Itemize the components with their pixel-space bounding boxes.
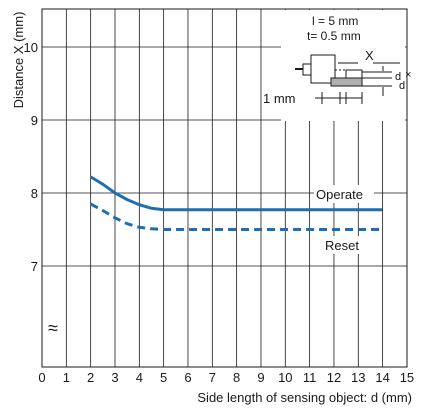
x-tick-label: 13: [351, 370, 365, 385]
y-tick-label: 10: [24, 40, 38, 55]
x-tick-label: 6: [184, 370, 191, 385]
x-tick-label: 2: [87, 370, 94, 385]
x-tick-label: 11: [303, 370, 317, 385]
inset-background: [281, 10, 405, 121]
series-layer: [89, 175, 383, 231]
inset-d-label-lower: d: [399, 80, 405, 92]
inset-gap-label: 1 mm: [263, 91, 296, 106]
inset-diagram: l = 5 mm t= 0.5 mm X d × d 1 mm: [263, 10, 411, 121]
x-tick-label: 8: [233, 370, 240, 385]
y-axis-break-symbol: ≈: [48, 318, 58, 338]
x-tick-label: 14: [375, 370, 389, 385]
reset-label-bg: [322, 236, 368, 254]
x-tick-label: 12: [327, 370, 341, 385]
operate-series-label: Operate: [316, 187, 363, 202]
x-tick-label: 7: [209, 370, 216, 385]
x-tick-label: 3: [111, 370, 118, 385]
inset-x-label: X: [365, 48, 374, 63]
y-axis-label: Distance X (mm): [11, 12, 26, 109]
series-line-operate: [89, 175, 383, 212]
operate-label-bg: [314, 185, 374, 203]
x-tick-label: 0: [38, 370, 45, 385]
x-tick-label: 9: [257, 370, 264, 385]
inset-condition-l: l = 5 mm: [312, 14, 358, 28]
x-tick-label: 15: [400, 370, 414, 385]
y-tick-label: 7: [31, 259, 38, 274]
inset-proximity-sensor-body: [302, 63, 312, 76]
x-axis-label: Side length of sensing object: d (mm): [197, 390, 412, 405]
x-tick-label: 4: [136, 370, 143, 385]
x-tick-label: 10: [278, 370, 292, 385]
y-tick-label: 9: [31, 113, 38, 128]
x-tick-label: 1: [63, 370, 70, 385]
series-line-reset: [89, 202, 383, 231]
inset-condition-t: t= 0.5 mm: [307, 29, 361, 43]
plot-frame: [41, 8, 408, 368]
inset-times-label: ×: [405, 69, 411, 81]
inset-d-label-upper: d: [395, 71, 401, 83]
x-tick-label: 5: [160, 370, 167, 385]
reset-series-label: Reset: [325, 238, 359, 253]
y-tick-label: 8: [31, 186, 38, 201]
inset-sensing-object-top: [345, 69, 363, 79]
inset-sensing-object: [330, 77, 363, 87]
